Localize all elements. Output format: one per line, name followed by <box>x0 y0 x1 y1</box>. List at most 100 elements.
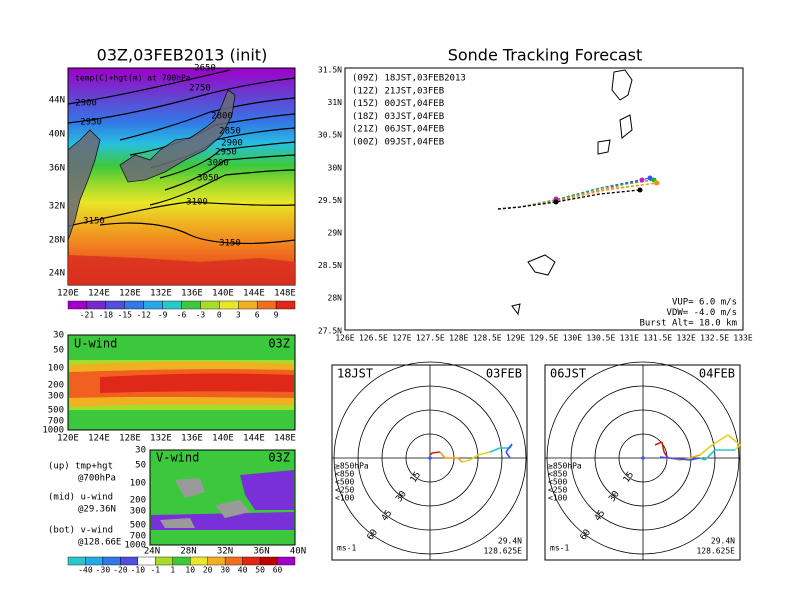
colorbar-label: -18 <box>99 311 114 320</box>
lon-label: 133E <box>733 334 752 343</box>
lat-label: 28N <box>328 294 343 303</box>
lat-label: 24N <box>49 269 65 279</box>
hodo-lat: 29.4N <box>498 537 522 546</box>
hodo-origin <box>641 456 645 460</box>
lat-label: 32N <box>49 202 65 212</box>
level-label: 300 <box>48 392 64 402</box>
lat-label: 32N <box>217 547 233 557</box>
colorbar-label: -6 <box>177 311 187 320</box>
hodo-time: 06JST <box>550 367 586 381</box>
hodo-segment <box>457 457 463 463</box>
colorbar-box <box>124 300 144 310</box>
contour-label: 3150 <box>219 239 241 249</box>
colorbar-box <box>86 300 107 310</box>
level-label: 700 <box>48 417 64 427</box>
contours <box>67 69 296 245</box>
lat-label: 30.5N <box>318 131 342 140</box>
lon-label: 128.5E <box>473 334 502 343</box>
field <box>160 478 250 528</box>
right-title: Sonde Tracking Forecast <box>448 46 643 65</box>
note: @29.36N <box>78 505 116 515</box>
level-legend: <100 <box>548 494 567 503</box>
legend-entry: (18Z) 03JST,04FEB <box>352 112 444 122</box>
hodo-date: 03FEB <box>486 367 522 381</box>
lon-label: 128E <box>119 289 141 299</box>
lat-label: 28.5N <box>318 261 342 270</box>
level-label: 500 <box>48 406 64 416</box>
lon-label: 126E <box>335 334 354 343</box>
colorbar-box <box>162 300 182 310</box>
colorbar-box <box>224 556 243 566</box>
note: @128.66E <box>78 538 121 548</box>
colorbar-label: -15 <box>118 311 133 320</box>
level-label: 50 <box>135 461 146 471</box>
legend-entry: (00Z) 09JST,04FEB <box>352 138 444 148</box>
lon-label: 130E <box>563 334 582 343</box>
colorbar-label: 0 <box>217 311 222 320</box>
level-legend: ≥850hPa <box>335 462 369 471</box>
colorbar-box <box>181 300 201 310</box>
hodo-segment <box>661 441 665 453</box>
colorbar-box <box>102 556 121 566</box>
temp-map <box>67 67 296 286</box>
lat-label: 30N <box>328 163 343 172</box>
track-map <box>344 67 744 331</box>
contour-label: 2950 <box>80 118 102 128</box>
note: (mid) u-wind <box>48 493 113 503</box>
hodo-segment <box>699 457 706 461</box>
hodo-segment <box>659 456 671 459</box>
colorbar-box <box>275 300 296 310</box>
contour-label: 3000 <box>207 159 229 169</box>
colorbar-box <box>256 300 277 310</box>
lon-label: 124E <box>88 289 110 299</box>
colorbar-box <box>155 556 173 566</box>
hodo-segment <box>727 434 741 446</box>
lat-label: 28N <box>49 236 65 246</box>
level-legend: <850 <box>335 470 354 479</box>
level-label: 1000 <box>124 541 146 551</box>
islands <box>511 69 633 316</box>
lon-label: 132E <box>677 334 696 343</box>
note: (up) tmp+hgt <box>48 462 113 472</box>
lon-label: 132.5E <box>700 334 729 343</box>
colorbar-box <box>277 556 296 566</box>
level-legend: <500 <box>548 478 567 487</box>
level-legend: <850 <box>548 470 567 479</box>
legend-entry: (12Z) 21JST,03FEB <box>352 86 444 96</box>
lon-label: 128E <box>449 334 468 343</box>
level-label: 50 <box>53 346 64 356</box>
hodo-time: 18JST <box>337 367 373 381</box>
contour-label: 2650 <box>194 64 216 74</box>
hodograph-frame <box>544 364 741 561</box>
colorbar-label: -12 <box>136 311 151 320</box>
note: @700hPa <box>78 474 116 484</box>
land <box>67 89 295 285</box>
colorbar-label: 6 <box>255 311 260 320</box>
lon-label: 126.5E <box>359 334 388 343</box>
lon-label: 140E <box>212 434 234 444</box>
hodo-segment <box>689 454 701 459</box>
hodo-segment <box>689 457 701 461</box>
lon-label: 130.5E <box>586 334 615 343</box>
left-title: 03Z,03FEB2013 (init) <box>97 46 268 65</box>
lon-label: 144E <box>243 434 265 444</box>
colorbar-label: 30 <box>220 566 230 575</box>
hodo-segment <box>469 454 479 461</box>
level-label: 700 <box>130 532 146 542</box>
lon-label: 148E <box>274 289 296 299</box>
lon-label: 129.5E <box>530 334 559 343</box>
track-ends <box>553 175 660 205</box>
colorbar-label: -10 <box>131 566 146 575</box>
lat-label: 29.5N <box>318 196 342 205</box>
lon-label: 136E <box>181 434 203 444</box>
colorbar-box <box>105 300 125 310</box>
level-label: 1000 <box>42 426 64 436</box>
legend-entry: (15Z) 00JST,04FEB <box>352 99 444 109</box>
v-time: 03Z <box>268 451 290 465</box>
hodo-date: 04FEB <box>699 367 735 381</box>
param: VUP= 6.0 m/s <box>672 298 737 308</box>
level-label: 30 <box>135 446 146 456</box>
colorbar-box <box>67 556 86 566</box>
colorbar-label: -20 <box>113 566 128 575</box>
